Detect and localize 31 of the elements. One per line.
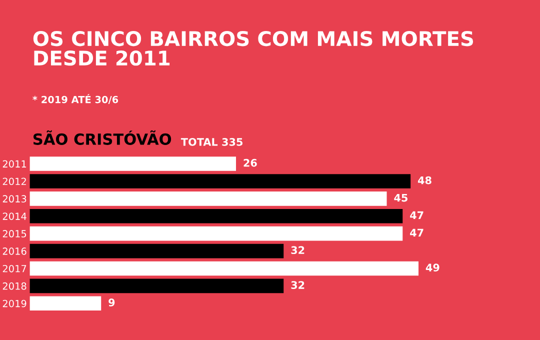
y-tick-label: 2017 <box>2 264 26 272</box>
bar <box>30 174 411 188</box>
data-label: 45 <box>394 194 408 202</box>
data-label: 48 <box>418 176 432 184</box>
y-tick-label: 2019 <box>2 300 26 308</box>
y-tick-label: 2014 <box>2 212 26 220</box>
bar <box>30 296 102 311</box>
bar <box>30 192 387 206</box>
data-label: 9 <box>108 298 115 306</box>
y-tick-label: 2016 <box>2 248 26 255</box>
y-tick-label: 2013 <box>2 195 26 203</box>
y-tick-label: 2018 <box>2 282 26 290</box>
bar <box>30 244 284 258</box>
bar <box>30 261 418 276</box>
y-tick-label: 2015 <box>2 230 26 238</box>
bar <box>30 226 403 241</box>
bar <box>30 278 284 294</box>
text: SÃO CRISTÓVÃO <box>33 130 172 145</box>
bar <box>30 156 236 171</box>
data-label: 32 <box>291 281 304 289</box>
y-tick-label: 2011 <box>2 160 26 168</box>
data-label: 32 <box>291 246 304 254</box>
chart-title: OS CINCO BAIRROS COM MAIS MORTES DESDE 2011 <box>33 30 474 66</box>
bar <box>30 208 403 224</box>
chart-subtitle: * 2019 ATÉ 30/6 <box>32 94 118 104</box>
data-label: 47 <box>410 228 424 236</box>
text: TOTAL 335 <box>180 138 242 146</box>
y-tick-label: 2012 <box>2 178 26 186</box>
data-label: 47 <box>410 211 424 219</box>
data-label: 26 <box>244 158 257 167</box>
data-label: 49 <box>426 264 440 272</box>
